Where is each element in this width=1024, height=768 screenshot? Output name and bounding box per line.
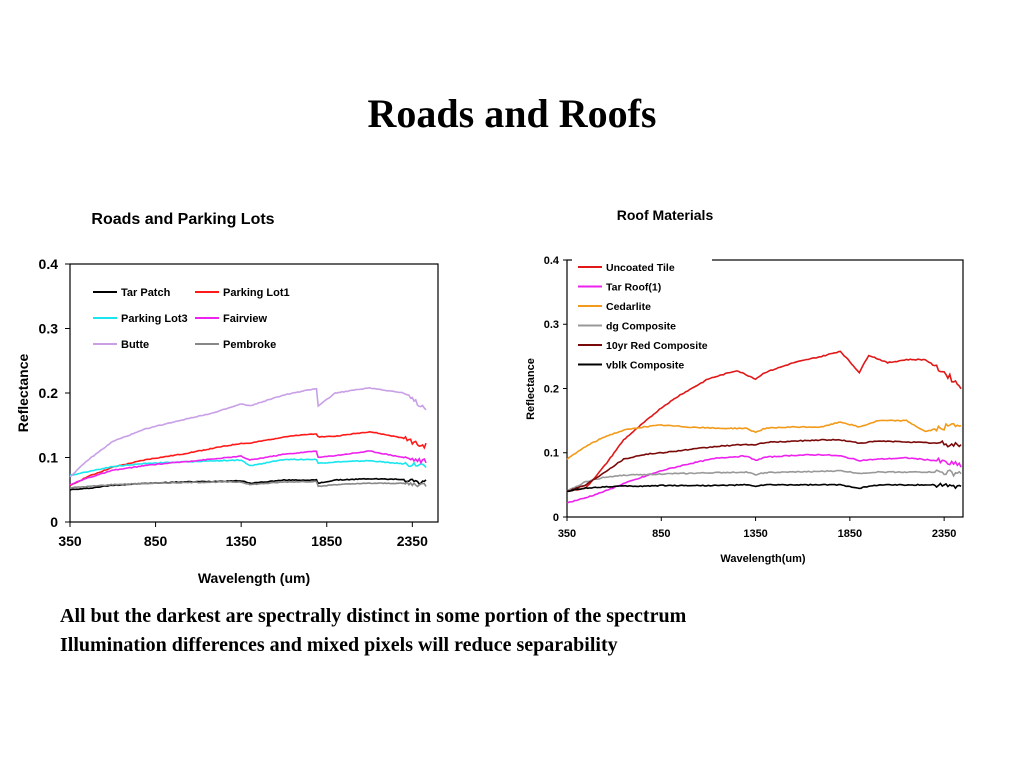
y-tick-label: 0 [50, 514, 58, 530]
y-tick-label: 0.1 [544, 448, 559, 460]
series-line-vblk-composite [566, 482, 962, 493]
charts-canvas: Roads and Parking Lots 0 0.1 0.2 0.3 0.4 350 85… [15, 207, 964, 586]
legend-item: Parking Lot1 [195, 287, 290, 299]
legend-label: dg Composite [606, 320, 676, 332]
legend-item: Pembroke [195, 339, 276, 351]
series-line-tar-roof-1- [566, 453, 962, 504]
legend-item: Uncoated Tile [578, 262, 675, 274]
x-tick-label: 350 [558, 528, 576, 540]
legend-item: Butte [93, 339, 149, 351]
slide-title: Roads and Roofs [367, 91, 657, 136]
y-tick-label: 0 [553, 512, 559, 524]
x-axis-label: Wavelength(um) [720, 553, 805, 565]
legend-item: Fairview [195, 313, 267, 325]
y-tick-label: 0.3 [39, 321, 59, 337]
caption-line-1: All but the darkest are spectrally disti… [60, 605, 687, 627]
legend-item: dg Composite [578, 320, 676, 332]
series-line-uncoated-tile [566, 350, 962, 493]
legend-label: Parking Lot1 [223, 287, 290, 299]
legend-item: Tar Roof(1) [578, 281, 661, 293]
series-line-fairview [69, 450, 427, 486]
chart-roof-materials: Roof Materials 0 0.1 0.2 0.3 0.4 350 850 1350 185… [525, 207, 964, 565]
legend-label: Fairview [223, 313, 267, 325]
y-tick-label: 0.2 [39, 385, 59, 401]
series-line-dg-composite [566, 469, 962, 492]
x-tick-label: 850 [144, 533, 168, 549]
series-line-10yr-red-composite [566, 438, 962, 492]
y-tick-label: 0.2 [544, 383, 559, 395]
legend-label: Butte [121, 339, 149, 351]
legend-label: Tar Patch [121, 287, 171, 299]
y-tick-label: 0.4 [544, 255, 560, 267]
y-tick-label: 0.1 [39, 450, 59, 466]
y-tick-label: 0.4 [39, 256, 59, 272]
legend-label: 10yr Red Composite [606, 340, 708, 352]
x-tick-label: 1850 [838, 528, 862, 540]
y-tick-label: 0.3 [544, 319, 559, 331]
x-tick-label: 1350 [743, 528, 767, 540]
y-axis-label: Reflectance [15, 353, 31, 432]
legend-item: Cedarlite [578, 301, 651, 313]
legend-label: Uncoated Tile [606, 262, 675, 274]
series-line-pembroke [70, 480, 427, 489]
series-line-parking-lot1 [69, 430, 427, 487]
chart-title: Roads and Parking Lots [91, 211, 274, 228]
legend-item: vblk Composite [578, 359, 684, 371]
x-tick-label: 1350 [226, 533, 257, 549]
chart-title: Roof Materials [617, 207, 714, 223]
series-line-cedarlite [566, 419, 962, 461]
series-line-parking-lot3 [69, 458, 427, 477]
chart-roads-parking: Roads and Parking Lots 0 0.1 0.2 0.3 0.4 350 85… [15, 211, 439, 586]
legend-item: Tar Patch [93, 287, 171, 299]
x-tick-label: 2350 [932, 528, 956, 540]
legend-label: Tar Roof(1) [606, 281, 661, 293]
legend-label: Pembroke [223, 339, 276, 351]
legend-box [572, 258, 712, 374]
legend-label: vblk Composite [606, 359, 684, 371]
x-tick-label: 1850 [311, 533, 342, 549]
x-tick-label: 850 [652, 528, 670, 540]
legend-label: Cedarlite [606, 301, 651, 313]
x-tick-label: 350 [58, 533, 82, 549]
legend-item: Parking Lot3 [93, 313, 188, 325]
caption-line-2: Illumination differences and mixed pixel… [60, 634, 618, 656]
y-axis-label: Reflectance [525, 358, 537, 420]
legend-label: Parking Lot3 [121, 313, 188, 325]
x-axis-label: Wavelength (um) [198, 570, 310, 586]
legend-item: 10yr Red Composite [578, 340, 708, 352]
series-line-butte [69, 386, 427, 478]
x-tick-label: 2350 [397, 533, 428, 549]
